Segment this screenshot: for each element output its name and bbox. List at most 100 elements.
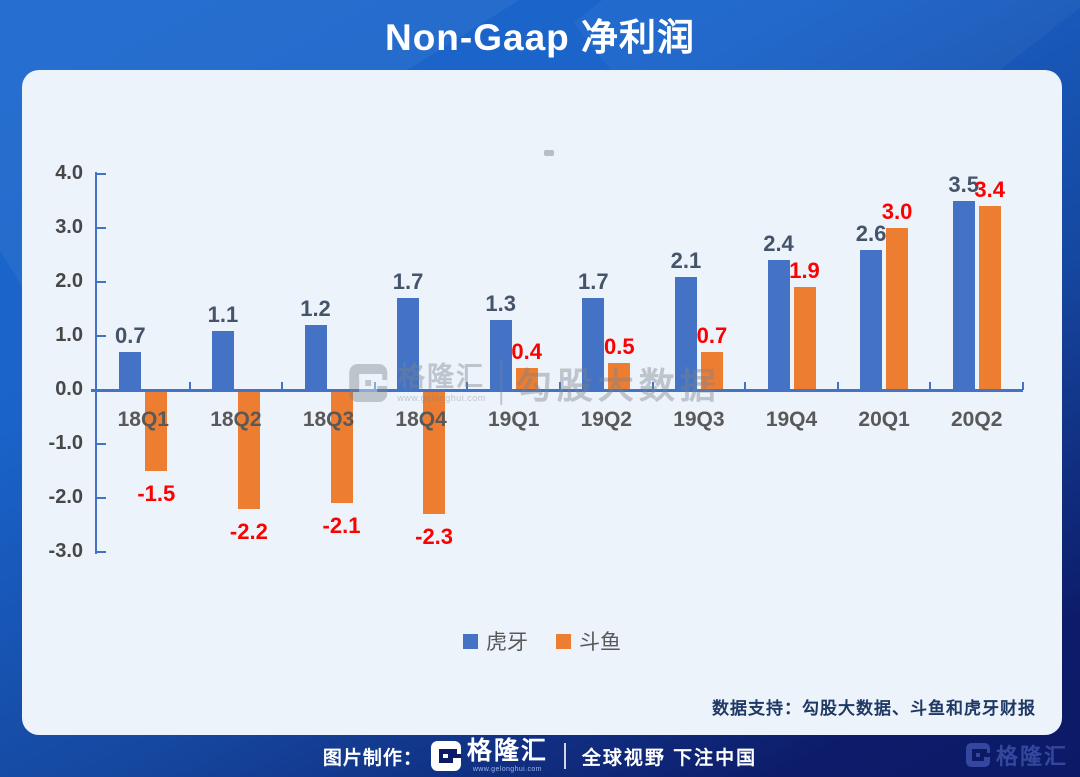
bar-douyu-18Q4: [423, 390, 446, 515]
value-label-huya-18Q1: 0.7: [115, 323, 146, 349]
y-axis-line: [95, 172, 97, 554]
bar-huya-20Q1: [860, 249, 883, 390]
footer-slogan: 全球视野 下注中国: [581, 747, 758, 769]
huya-swatch-icon: [463, 633, 478, 649]
category-label: 18Q3: [302, 408, 355, 431]
y-axis-tick: [97, 173, 106, 175]
value-label-douyu-20Q2: 3.4: [974, 177, 1005, 203]
bar-huya-19Q2: [582, 298, 605, 390]
bar-douyu-18Q1: [145, 390, 168, 471]
x-axis-tick: [929, 382, 932, 390]
legend-label-huya: 虎牙: [486, 631, 528, 654]
value-label-douyu-20Q1: 3.0: [881, 199, 913, 224]
value-label-douyu-19Q3: 0.7: [696, 323, 728, 349]
category-label: 19Q4: [765, 408, 818, 431]
category-label: 20Q2: [951, 408, 1003, 431]
category-label: 19Q2: [580, 408, 632, 431]
footer-made-by: 图片制作：: [322, 747, 423, 769]
category-label: 18Q4: [395, 408, 447, 431]
y-axis-tick: [97, 443, 106, 445]
value-label-douyu-18Q3: -2.1: [322, 513, 361, 539]
footer-brand-url: www.gelonghui.com: [472, 766, 542, 773]
x-axis-zero-line: [91, 389, 1023, 392]
stray-mark: [544, 150, 554, 156]
category-label: 19Q3: [673, 408, 725, 431]
value-label-huya-20Q1: 2.6: [855, 220, 887, 246]
value-label-huya-20Q2: 3.5: [948, 172, 979, 197]
x-axis-tick: [281, 382, 284, 390]
bar-douyu-18Q3: [330, 390, 353, 504]
y-axis-label: -3.0: [48, 540, 83, 562]
gelonghui-logo-icon: [430, 741, 461, 771]
category-label: 19Q1: [488, 408, 540, 431]
bar-huya-19Q3: [674, 276, 697, 390]
bar-douyu-19Q3: [700, 352, 723, 390]
y-axis-tick: [97, 227, 106, 229]
douyu-swatch-icon: [556, 633, 571, 649]
y-axis-label: -2.0: [48, 486, 83, 508]
x-axis-tick: [466, 382, 469, 390]
y-axis-label: 3.0: [55, 216, 83, 238]
value-label-douyu-18Q1: -1.5: [137, 481, 176, 506]
category-label: 18Q1: [117, 408, 169, 431]
footer-brand-block: 格隆汇 www.gelonghui.com: [466, 737, 548, 774]
legend-item-douyu: 斗鱼: [556, 626, 621, 656]
y-axis-tick: [97, 281, 106, 283]
bar-douyu-19Q4: [793, 287, 816, 390]
x-axis-tick: [744, 382, 747, 390]
value-label-douyu-19Q4: 1.9: [789, 258, 820, 284]
bar-douyu-18Q2: [237, 390, 260, 509]
y-axis-label: -1.0: [48, 432, 83, 454]
x-axis-tick: [373, 382, 376, 390]
x-axis-tick: [559, 382, 561, 390]
value-label-huya-18Q4: 1.7: [392, 269, 424, 295]
footer-brand: 格隆汇: [466, 737, 548, 765]
corner-logo: 格隆汇: [965, 739, 1068, 771]
bar-huya-19Q4: [767, 260, 790, 390]
value-label-huya-19Q3: 2.1: [670, 247, 702, 273]
value-label-huya-18Q3: 1.2: [300, 296, 331, 322]
category-label: 18Q2: [210, 408, 262, 431]
y-axis-label: 1.0: [55, 324, 83, 346]
y-axis-tick: [97, 335, 106, 337]
footer-divider: [563, 743, 566, 769]
y-axis-tick: [97, 551, 106, 553]
bar-douyu-20Q2: [978, 206, 1001, 390]
gelonghui-logo-icon: [965, 743, 990, 767]
value-label-huya-19Q2: 1.7: [578, 269, 609, 295]
category-label: 20Q1: [858, 408, 910, 431]
legend-label-douyu: 斗鱼: [579, 631, 621, 654]
legend: 虎牙 斗鱼: [22, 626, 1062, 656]
x-axis-tick: [651, 382, 654, 390]
x-axis-tick: [1022, 382, 1024, 390]
x-axis-tick: [188, 382, 191, 390]
bar-chart: 4.0 3.0 2.0 1.0 0.0 -1.0 -2.0 -3.0 18Q1 0.7 -1.5 18…: [22, 70, 1062, 735]
x-axis-tick: [836, 382, 839, 390]
bar-douyu-19Q1: [515, 368, 538, 390]
value-label-douyu-18Q2: -2.2: [229, 518, 268, 544]
y-axis-tick: [97, 497, 106, 499]
bar-huya-18Q1: [119, 352, 142, 390]
y-axis-label: 2.0: [55, 270, 83, 292]
bar-huya-19Q1: [489, 319, 512, 390]
bar-huya-18Q2: [211, 330, 234, 390]
y-axis-label: 4.0: [55, 162, 83, 184]
data-source-note: 数据支持：勾股大数据、斗鱼和虎牙财报: [712, 699, 1036, 718]
bar-douyu-19Q2: [608, 363, 631, 390]
bar-huya-20Q2: [952, 201, 975, 390]
value-label-douyu-19Q2: 0.5: [604, 334, 635, 359]
bar-douyu-20Q1: [886, 228, 909, 390]
value-label-huya-19Q4: 2.4: [763, 231, 794, 257]
value-label-huya-18Q2: 1.1: [207, 301, 239, 327]
legend-item-huya: 虎牙: [463, 626, 528, 656]
bar-huya-18Q3: [304, 325, 327, 390]
bar-huya-18Q4: [397, 298, 420, 390]
chart-title: Non-Gaap 净利润: [384, 17, 696, 58]
value-label-huya-19Q1: 1.3: [485, 290, 516, 316]
chart-card: 4.0 3.0 2.0 1.0 0.0 -1.0 -2.0 -3.0 18Q1 0.7 -1.5 18…: [22, 70, 1062, 735]
corner-brand: 格隆汇: [995, 744, 1068, 769]
footer-bar: 图片制作： 格隆汇 www.gelonghui.com 全球视野 下注中国: [0, 735, 1080, 777]
value-label-douyu-18Q4: -2.3: [415, 524, 454, 550]
y-axis-label: 0.0: [55, 378, 83, 400]
value-label-douyu-19Q1: 0.4: [511, 339, 542, 365]
